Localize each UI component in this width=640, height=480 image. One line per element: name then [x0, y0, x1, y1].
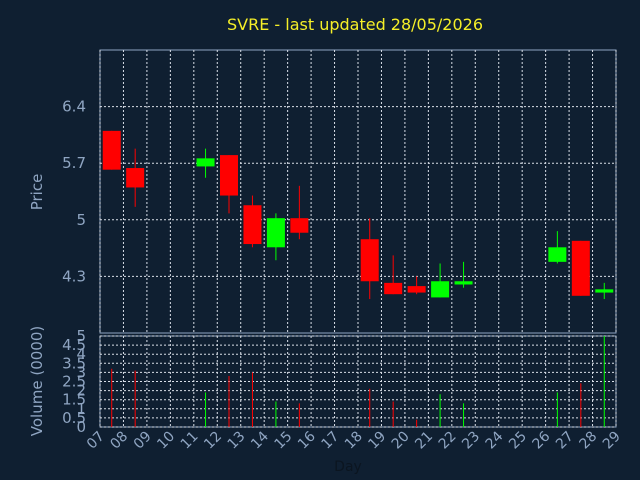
- candle-body: [360, 239, 379, 282]
- volume-panel: 00.511.522.533.544.55 Volume (0000): [28, 326, 617, 436]
- x-tick-label: 17: [318, 429, 342, 453]
- price-grid: [99, 50, 617, 333]
- candle-body: [266, 218, 285, 248]
- candle-body: [595, 289, 614, 293]
- candle-body: [431, 281, 450, 298]
- x-tick-label: 12: [201, 429, 225, 453]
- x-tick-label: 13: [225, 429, 249, 453]
- price-y-ticks: 6.4 5.7 5 4.3: [62, 98, 86, 286]
- price-tick-label: 5: [76, 211, 86, 229]
- x-tick-label: 11: [178, 429, 202, 453]
- volume-tick-label: 2: [76, 382, 86, 400]
- volume-tick-label: 1: [76, 400, 86, 418]
- price-tick-label: 5.7: [62, 154, 86, 172]
- candle-body: [407, 286, 426, 293]
- chart-title: SVRE - last updated 28/05/2026: [227, 15, 483, 34]
- candles: [102, 130, 614, 300]
- x-tick-label: 09: [131, 429, 155, 453]
- volume-tick-label: 3: [76, 363, 86, 381]
- volume-tick-label: 2.5: [62, 373, 86, 391]
- candle-body: [548, 247, 567, 262]
- x-tick-label: 25: [506, 429, 530, 453]
- x-tick-label: 26: [530, 428, 554, 452]
- volume-bars: [111, 336, 605, 427]
- x-tick-label: 10: [154, 429, 178, 453]
- volume-tick-label: 0.5: [62, 409, 86, 427]
- volume-tick-label: 4: [76, 345, 86, 363]
- x-tick-label: 20: [389, 429, 413, 453]
- x-tick-label: 18: [342, 429, 366, 453]
- candle-body: [384, 282, 403, 295]
- volume-tick-label: 1.5: [62, 391, 86, 409]
- x-tick-label: 24: [483, 428, 507, 452]
- x-tick-label: 29: [600, 429, 624, 453]
- x-tick-label: 07: [84, 429, 108, 453]
- x-tick-label: 28: [576, 429, 600, 453]
- x-tick-label: 14: [248, 428, 272, 452]
- candle-body: [454, 281, 473, 285]
- volume-tick-label: 0: [76, 418, 86, 436]
- x-tick-label: 08: [107, 429, 131, 453]
- x-axis-label: Day: [334, 459, 362, 475]
- price-panel: 6.4 5.7 5 4.3 Price: [28, 49, 617, 334]
- x-tick-label: 22: [436, 429, 460, 453]
- volume-y-ticks: 00.511.522.533.544.55: [62, 327, 86, 436]
- price-axis-label: Price: [28, 174, 46, 211]
- price-tick-label: 4.3: [62, 267, 86, 285]
- x-tick-label: 15: [272, 429, 296, 453]
- volume-tick-label: 5: [76, 327, 86, 345]
- x-ticks: 07 08 09 10 11 12 13 14 15 16 17 18 19 20 21 22 23 24 25 26…: [84, 428, 624, 452]
- candle-body: [102, 130, 121, 170]
- volume-grid: [99, 335, 617, 428]
- volume-tick-label: 3.5: [62, 354, 86, 372]
- price-tick-label: 6.4: [62, 98, 86, 116]
- volume-axis-label: Volume (0000): [28, 326, 46, 436]
- candle-body: [243, 205, 262, 245]
- x-tick-label: 16: [295, 428, 319, 452]
- x-tick-label: 23: [459, 429, 483, 453]
- candle-body: [220, 155, 238, 196]
- x-tick-label: 27: [553, 429, 577, 453]
- candle-body: [196, 158, 215, 167]
- candle-body: [126, 168, 145, 188]
- candle-body: [571, 240, 590, 296]
- volume-tick-label: 4.5: [62, 336, 86, 354]
- x-tick-label: 19: [365, 429, 389, 453]
- candle-body: [290, 218, 309, 233]
- x-tick-label: 21: [412, 429, 436, 453]
